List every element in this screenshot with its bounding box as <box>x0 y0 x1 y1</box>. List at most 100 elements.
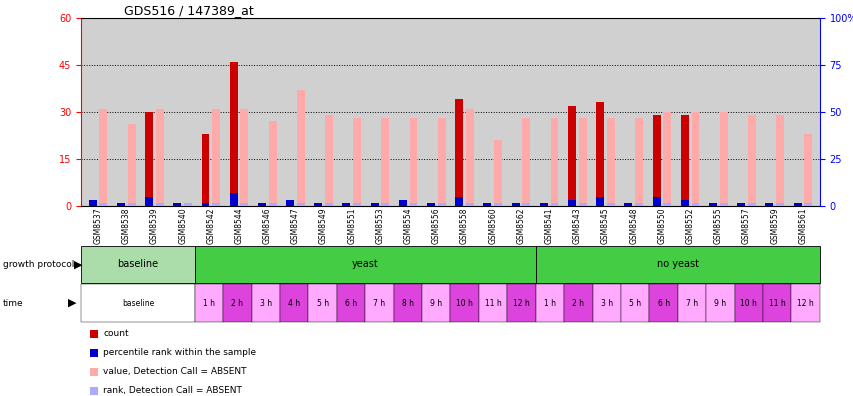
Bar <box>229 62 237 206</box>
Bar <box>708 203 716 206</box>
Bar <box>663 112 670 206</box>
Text: 10 h: 10 h <box>456 299 473 308</box>
Bar <box>595 196 603 206</box>
Bar <box>494 203 502 206</box>
Bar <box>550 118 558 206</box>
Text: growth protocol: growth protocol <box>3 260 74 269</box>
Bar <box>201 203 209 206</box>
Text: 11 h: 11 h <box>485 299 501 308</box>
Bar <box>455 99 462 206</box>
Bar <box>680 200 688 206</box>
Bar <box>297 203 305 206</box>
Bar <box>314 203 322 206</box>
Bar <box>212 203 220 206</box>
Bar <box>747 203 755 206</box>
Bar <box>578 203 586 206</box>
Text: no yeast: no yeast <box>656 259 698 269</box>
Bar <box>635 118 642 206</box>
Bar <box>381 203 389 206</box>
Text: 5 h: 5 h <box>316 299 328 308</box>
Bar <box>466 203 473 206</box>
Bar <box>511 203 519 206</box>
Bar <box>325 203 333 206</box>
Bar <box>229 193 237 206</box>
Bar <box>652 115 659 206</box>
Bar <box>409 203 417 206</box>
Bar <box>145 112 153 206</box>
Bar <box>804 134 811 206</box>
Text: ▶: ▶ <box>74 259 83 269</box>
Bar <box>691 203 699 206</box>
Bar <box>353 203 361 206</box>
Text: count: count <box>103 329 129 338</box>
Bar <box>663 203 670 206</box>
Text: baseline: baseline <box>122 299 154 308</box>
Text: ▶: ▶ <box>68 298 77 308</box>
Text: 2 h: 2 h <box>572 299 583 308</box>
Text: 5 h: 5 h <box>629 299 641 308</box>
Bar <box>719 203 727 206</box>
Bar <box>145 196 153 206</box>
Text: yeast: yeast <box>351 259 378 269</box>
Bar <box>297 90 305 206</box>
Bar <box>269 203 276 206</box>
Bar <box>127 203 136 206</box>
Text: percentile rank within the sample: percentile rank within the sample <box>103 348 256 357</box>
Bar <box>438 203 445 206</box>
Bar <box>494 140 502 206</box>
Bar <box>241 109 248 206</box>
Bar <box>89 200 96 206</box>
Bar <box>342 203 350 206</box>
Bar <box>550 203 558 206</box>
Bar <box>155 109 164 206</box>
Text: 6 h: 6 h <box>345 299 357 308</box>
Bar <box>567 106 575 206</box>
Bar <box>624 203 631 206</box>
Bar <box>438 118 445 206</box>
Bar <box>483 203 490 206</box>
Bar <box>370 203 378 206</box>
Bar <box>578 118 586 206</box>
Text: rank, Detection Call = ABSENT: rank, Detection Call = ABSENT <box>103 386 242 395</box>
Bar <box>426 203 434 206</box>
Bar <box>127 124 136 206</box>
Text: 3 h: 3 h <box>600 299 612 308</box>
Bar <box>522 203 530 206</box>
Bar <box>155 203 164 206</box>
Bar <box>212 109 220 206</box>
Bar <box>398 200 406 206</box>
Bar <box>764 203 773 206</box>
Text: 12 h: 12 h <box>513 299 529 308</box>
Bar <box>635 203 642 206</box>
Bar <box>455 196 462 206</box>
Bar <box>466 109 473 206</box>
Bar <box>184 203 192 206</box>
Bar <box>804 203 811 206</box>
Text: 9 h: 9 h <box>430 299 442 308</box>
Bar <box>691 112 699 206</box>
Bar <box>606 118 614 206</box>
Bar <box>567 200 575 206</box>
Bar <box>286 200 293 206</box>
Bar <box>719 112 727 206</box>
Bar <box>747 115 755 206</box>
Bar <box>539 203 547 206</box>
Bar <box>522 118 530 206</box>
Bar <box>652 196 659 206</box>
Bar <box>606 203 614 206</box>
Text: 2 h: 2 h <box>231 299 243 308</box>
Text: 4 h: 4 h <box>287 299 300 308</box>
Text: 7 h: 7 h <box>373 299 385 308</box>
Text: time: time <box>3 299 23 308</box>
Bar <box>792 203 801 206</box>
Bar <box>775 115 783 206</box>
Bar <box>325 115 333 206</box>
Bar <box>353 118 361 206</box>
Text: 3 h: 3 h <box>259 299 271 308</box>
Text: 12 h: 12 h <box>797 299 813 308</box>
Text: 6 h: 6 h <box>657 299 669 308</box>
Text: GDS516 / 147389_at: GDS516 / 147389_at <box>124 4 253 17</box>
Bar <box>117 203 125 206</box>
Bar <box>173 203 181 206</box>
Bar <box>269 121 276 206</box>
